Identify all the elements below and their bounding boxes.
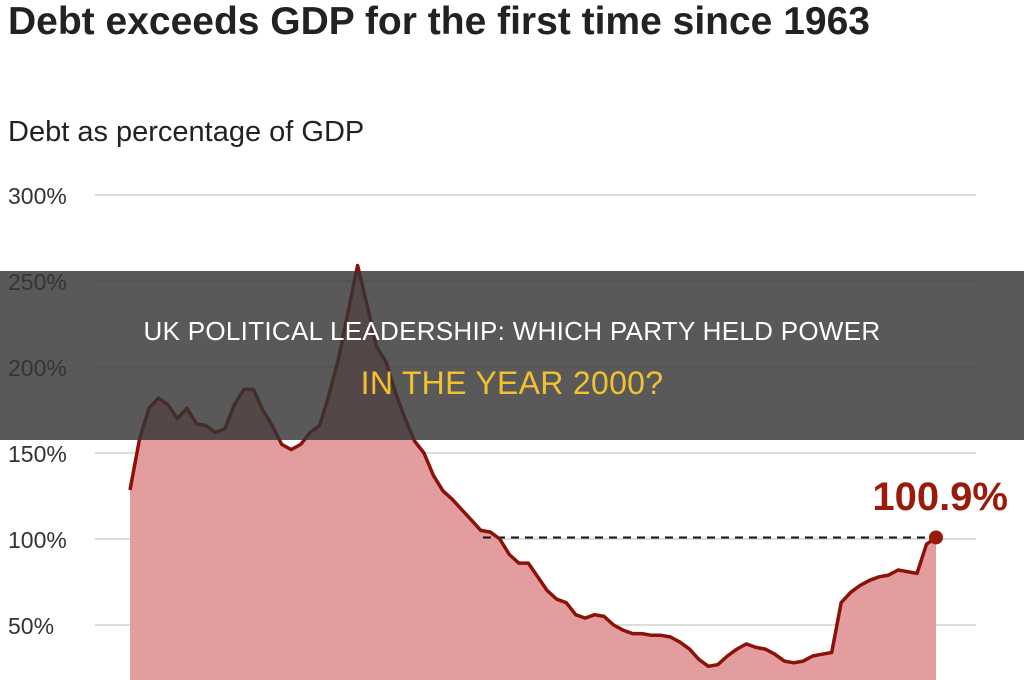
debt-area — [130, 265, 936, 680]
y-tick-label: 100% — [8, 527, 67, 553]
latest-point-marker — [929, 530, 943, 545]
banner-question: IN THE YEAR 2000? — [360, 365, 664, 401]
y-tick-label: 300% — [8, 183, 67, 209]
chart-title: Debt exceeds GDP for the first time sinc… — [8, 0, 870, 43]
banner-headline: UK POLITICAL LEADERSHIP: WHICH PARTY HEL… — [143, 316, 881, 346]
y-tick-label: 50% — [8, 613, 54, 639]
title-banner: UK POLITICAL LEADERSHIP: WHICH PARTY HEL… — [0, 271, 1024, 440]
chart-subtitle: Debt as percentage of GDP — [8, 116, 365, 148]
latest-value-label: 100.9% — [872, 475, 1008, 519]
y-tick-label: 150% — [8, 441, 67, 467]
